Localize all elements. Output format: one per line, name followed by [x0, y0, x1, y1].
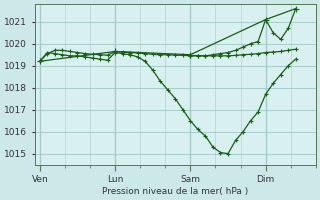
X-axis label: Pression niveau de la mer( hPa ): Pression niveau de la mer( hPa ) — [102, 187, 248, 196]
